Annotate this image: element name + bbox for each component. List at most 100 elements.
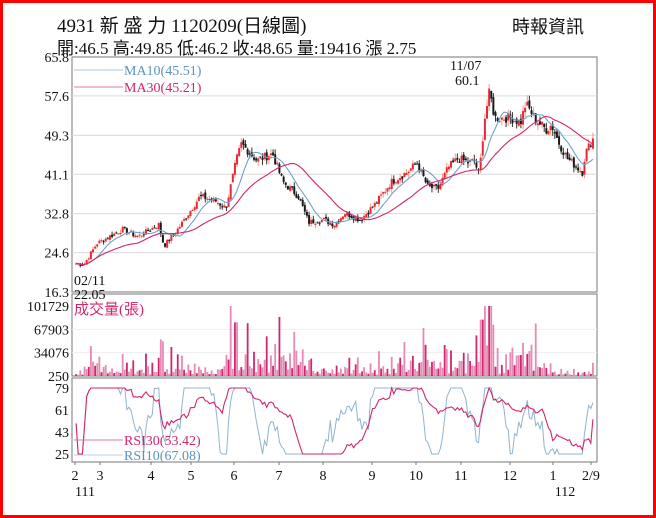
- candle-body: [344, 214, 347, 217]
- candle-body: [464, 158, 467, 161]
- candle-body: [541, 121, 544, 125]
- volume-bar: [395, 372, 397, 376]
- volume-bar: [409, 360, 412, 376]
- candle-body: [528, 100, 531, 109]
- volume-bar: [562, 374, 565, 376]
- volume-bar: [524, 366, 527, 376]
- volume-bar: [123, 369, 126, 376]
- candle-body: [221, 206, 224, 208]
- volume-bar: [350, 373, 353, 376]
- volume-bar: [405, 371, 408, 376]
- candle-body: [297, 196, 300, 199]
- volume-bar: [134, 374, 137, 376]
- high-value-annotation: 60.1: [455, 74, 480, 89]
- volume-bar: [450, 350, 452, 376]
- candle-body: [293, 186, 296, 195]
- candle-body: [350, 215, 353, 218]
- x-tick-label: 6: [231, 469, 238, 484]
- candle-body: [522, 111, 525, 125]
- candle-body: [515, 118, 518, 124]
- volume-bar: [202, 373, 205, 376]
- x-tick-label: 2/9: [582, 469, 600, 484]
- volume-bar: [77, 374, 80, 376]
- price-tick-label: 57.6: [45, 90, 70, 105]
- candle-body: [564, 152, 567, 155]
- volume-bar: [223, 366, 226, 376]
- x-tick-label: 10: [409, 469, 423, 484]
- candle-body: [354, 216, 357, 222]
- volume-bar: [314, 373, 317, 376]
- candle-body: [568, 157, 571, 161]
- volume-bar: [464, 373, 467, 376]
- candle-body: [269, 153, 272, 156]
- volume-bar: [136, 371, 139, 376]
- volume-bar: [121, 353, 124, 376]
- volume-bar: [424, 344, 427, 376]
- candle-body: [193, 207, 196, 211]
- volume-tick-label: 34076: [34, 347, 69, 362]
- candle-body: [428, 183, 431, 186]
- volume-bar: [318, 373, 321, 376]
- volume-bar: [575, 374, 577, 376]
- volume-bar: [534, 323, 537, 376]
- volume-bar: [583, 371, 586, 376]
- candle-body: [98, 240, 101, 244]
- candle-body: [200, 195, 203, 197]
- volume-bar: [481, 319, 484, 376]
- candle-body: [430, 184, 433, 188]
- volume-bar: [316, 371, 319, 376]
- candle-body: [240, 142, 243, 148]
- candle-body: [189, 210, 192, 217]
- volume-bar: [155, 372, 158, 376]
- volume-bar: [149, 374, 152, 376]
- candle-body: [447, 166, 450, 170]
- candle-body: [238, 148, 241, 157]
- volume-bar: [515, 355, 518, 376]
- volume-bar: [477, 361, 480, 376]
- candle-body: [475, 162, 478, 168]
- candle-body: [144, 229, 147, 235]
- candle-body: [246, 149, 249, 155]
- rsi30-line: [75, 386, 594, 455]
- candle-body: [202, 193, 205, 197]
- volume-bar: [246, 323, 249, 376]
- candle-body: [299, 198, 302, 201]
- candle-body: [113, 233, 116, 236]
- candle-body: [456, 157, 459, 160]
- volume-bar: [250, 368, 253, 376]
- volume-bar: [274, 343, 277, 376]
- volume-bar: [236, 322, 238, 376]
- volume-bar: [191, 373, 194, 376]
- volume-bar: [397, 363, 399, 376]
- volume-bar: [384, 372, 387, 376]
- volume-bar: [530, 344, 533, 376]
- volume-bar: [496, 348, 499, 376]
- candle-body: [545, 128, 548, 134]
- volume-bar: [291, 368, 294, 376]
- candle-body: [117, 233, 120, 235]
- volume-bar: [570, 375, 573, 377]
- candle-body: [178, 226, 181, 229]
- volume-bar: [244, 354, 247, 376]
- x-tick-label: 9: [369, 469, 376, 484]
- candle-body: [558, 136, 561, 145]
- candle-body: [244, 143, 247, 148]
- volume-bar: [416, 371, 419, 376]
- volume-bar: [140, 369, 143, 376]
- candle-body: [367, 212, 370, 215]
- candle-body: [106, 238, 109, 240]
- candle-body: [255, 158, 258, 161]
- volume-bar: [473, 365, 476, 376]
- candle-body: [341, 216, 344, 220]
- volume-bar: [545, 367, 548, 376]
- candle-body: [492, 97, 495, 115]
- volume-bar: [227, 359, 230, 376]
- candle-body: [394, 182, 397, 184]
- candle-body: [104, 238, 107, 242]
- volume-bar: [119, 373, 122, 376]
- candle-body: [490, 90, 493, 99]
- volume-bar: [589, 373, 592, 376]
- volume-bar: [204, 367, 207, 376]
- candle-body: [373, 202, 376, 207]
- candle-body: [441, 177, 444, 186]
